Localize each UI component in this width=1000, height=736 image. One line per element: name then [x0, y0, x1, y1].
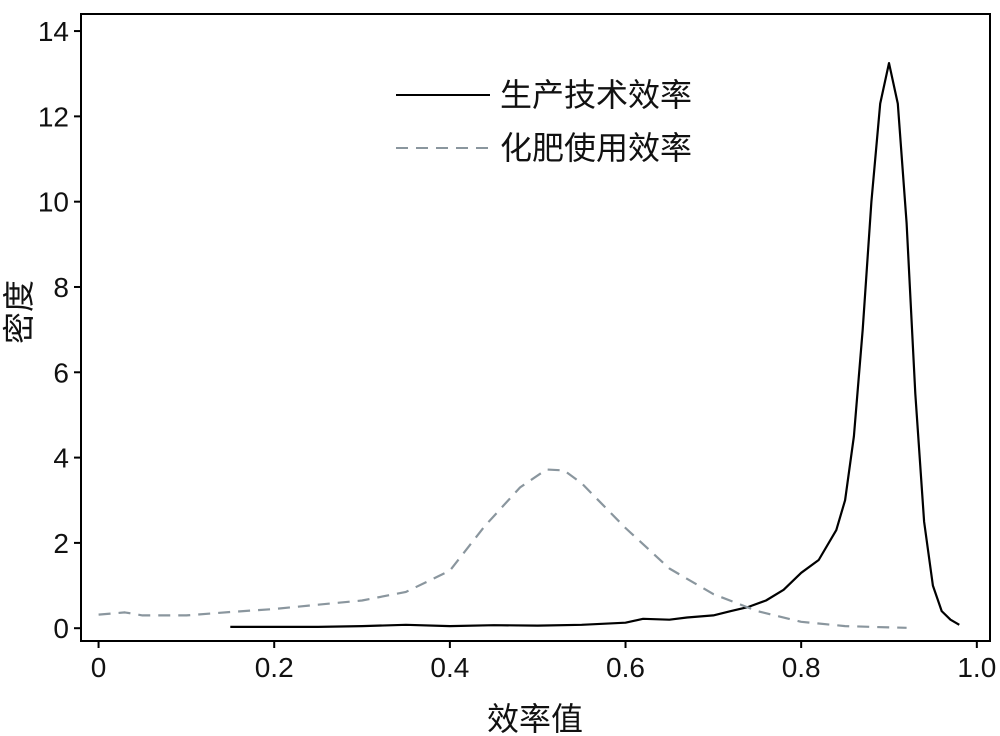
plot-frame [80, 13, 991, 642]
y-tick-label-4: 8 [53, 272, 69, 303]
y-axis-title: 密度 [0, 280, 38, 344]
x-tick-label-0: 0 [91, 652, 107, 683]
legend-label-series-1: 生产技术效率 [500, 76, 692, 114]
x-tick-label-3: 0.6 [606, 652, 645, 683]
y-tick-label-1: 2 [53, 528, 69, 559]
y-axis: 0 2 4 6 8 10 12 14 [38, 16, 81, 644]
y-tick-label-2: 4 [53, 443, 69, 474]
series-layer [98, 62, 960, 629]
y-tick-label-3: 6 [53, 357, 69, 388]
series-line-2 [98, 468, 907, 629]
y-tick-label-5: 10 [38, 187, 69, 218]
x-axis-title: 效率值 [487, 700, 583, 736]
x-tick-label-4: 0.8 [782, 652, 821, 683]
x-tick-label-5: 1.0 [957, 652, 996, 683]
y-tick-label-7: 14 [38, 16, 69, 47]
legend-label-series-2: 化肥使用效率 [500, 129, 692, 167]
series-line-1 [230, 62, 960, 628]
y-tick-label-0: 0 [53, 613, 69, 644]
y-tick-label-6: 12 [38, 101, 69, 132]
x-tick-label-1: 0.2 [255, 652, 294, 683]
x-tick-label-2: 0.4 [430, 652, 469, 683]
x-axis: 0 0.2 0.4 0.6 0.8 1.0 [91, 641, 996, 683]
legend: 生产技术效率 化肥使用效率 [396, 76, 692, 167]
